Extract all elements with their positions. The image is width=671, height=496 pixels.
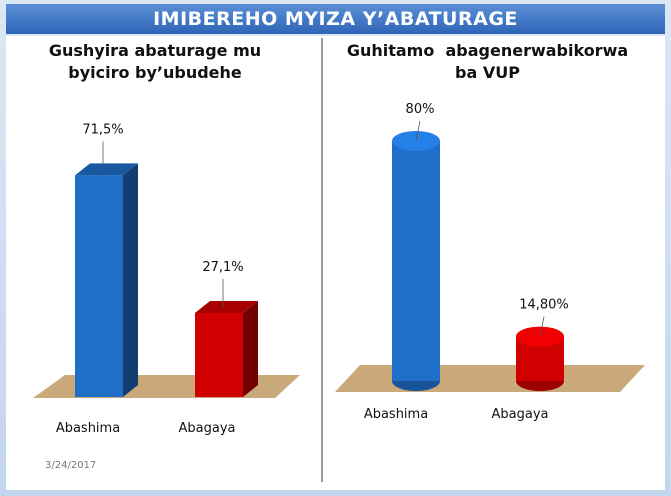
bar-top [75, 163, 138, 176]
bar-front [75, 175, 123, 397]
category-label: Abashima [364, 407, 428, 422]
leader-line [539, 316, 545, 337]
bar-side [123, 163, 138, 397]
value-label: 80% [406, 102, 435, 117]
category-label: Abashima [56, 421, 120, 436]
slide-title: IMIBEREHO MYIZA Y’ABATURAGE [6, 4, 665, 34]
cylinder [392, 131, 440, 391]
date: 3/24/2017 [45, 460, 96, 471]
bar [195, 300, 258, 397]
bar [75, 163, 138, 397]
floor [335, 365, 645, 392]
chart-title: Gushyira abaturage mu byiciro by’ubudehe [48, 41, 267, 82]
cylinder [516, 326, 564, 391]
bar-front [195, 312, 243, 397]
value-label: 27,1% [202, 260, 243, 275]
bar-side [243, 300, 258, 397]
category-label: Abagaya [179, 421, 236, 436]
bar-top [195, 300, 258, 313]
leader-line [415, 120, 421, 142]
category-label: Abagaya [492, 407, 549, 422]
cylinder-body [392, 141, 440, 381]
value-label: 14,80% [519, 298, 569, 313]
value-label: 71,5% [82, 122, 123, 137]
chart-title: Guhitamo abagenerwabikorwa ba VUP [346, 41, 634, 82]
floor [33, 375, 300, 398]
